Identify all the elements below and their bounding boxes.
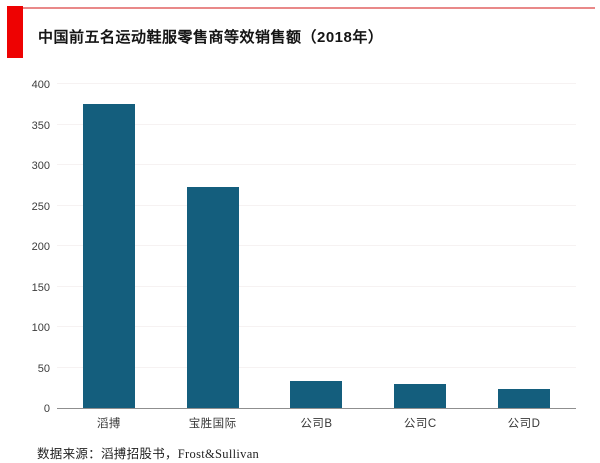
gridline-250 — [57, 204, 576, 206]
bar-公司D — [498, 389, 551, 408]
gridline-150 — [57, 285, 576, 287]
bar-公司C — [394, 383, 447, 408]
gridline-400 — [57, 83, 576, 84]
data-source-note: 数据来源：滔搏招股书，Frost&Sullivan — [37, 447, 260, 461]
bar-slot-3 — [265, 85, 369, 408]
y-tick-label-150: 150 — [31, 281, 50, 294]
gridline-300 — [57, 164, 576, 165]
y-tick-label-250: 250 — [31, 200, 50, 213]
gridline-100 — [57, 326, 576, 327]
y-tick-label-100: 100 — [31, 322, 50, 334]
y-tick-label-50: 50 — [37, 362, 50, 375]
chart-title: 中国前五名运动鞋服零售商等效销售额（2018年） — [38, 29, 384, 46]
x-tick-label-宝胜国际: 宝胜国际 — [188, 418, 237, 430]
brand-accent-rectangle — [7, 6, 23, 58]
x-axis-category-labels: 滔搏 宝胜国际 公司B 公司C 公司D — [57, 415, 576, 431]
y-tick-label-0: 0 — [43, 403, 50, 415]
gridline-50 — [57, 366, 576, 368]
x-tick-label-公司B: 公司B — [300, 418, 333, 430]
bar-slot-1 — [57, 85, 161, 408]
x-tick-label-公司D: 公司D — [507, 418, 541, 430]
plot-area — [57, 83, 576, 409]
bar-slot-4 — [368, 85, 472, 408]
y-tick-label-350: 350 — [31, 119, 50, 132]
bar-宝胜国际 — [186, 186, 239, 408]
bar-公司B — [290, 381, 343, 408]
bar-滔搏 — [82, 104, 135, 408]
x-tick-label-滔搏: 滔搏 — [96, 418, 121, 430]
x-tick-label-公司C: 公司C — [403, 418, 437, 430]
y-tick-label-200: 200 — [31, 241, 50, 253]
y-tick-label-400: 400 — [31, 79, 50, 91]
y-axis-tick-labels: 0 50 100 150 200 250 300 350 400 — [0, 79, 50, 415]
bar-slot-2 — [161, 85, 265, 408]
y-tick-label-300: 300 — [31, 160, 50, 172]
gridline-200 — [57, 245, 576, 246]
brand-accent-rule — [23, 7, 595, 9]
bar-slot-5 — [472, 85, 576, 408]
gridline-350 — [57, 123, 576, 125]
